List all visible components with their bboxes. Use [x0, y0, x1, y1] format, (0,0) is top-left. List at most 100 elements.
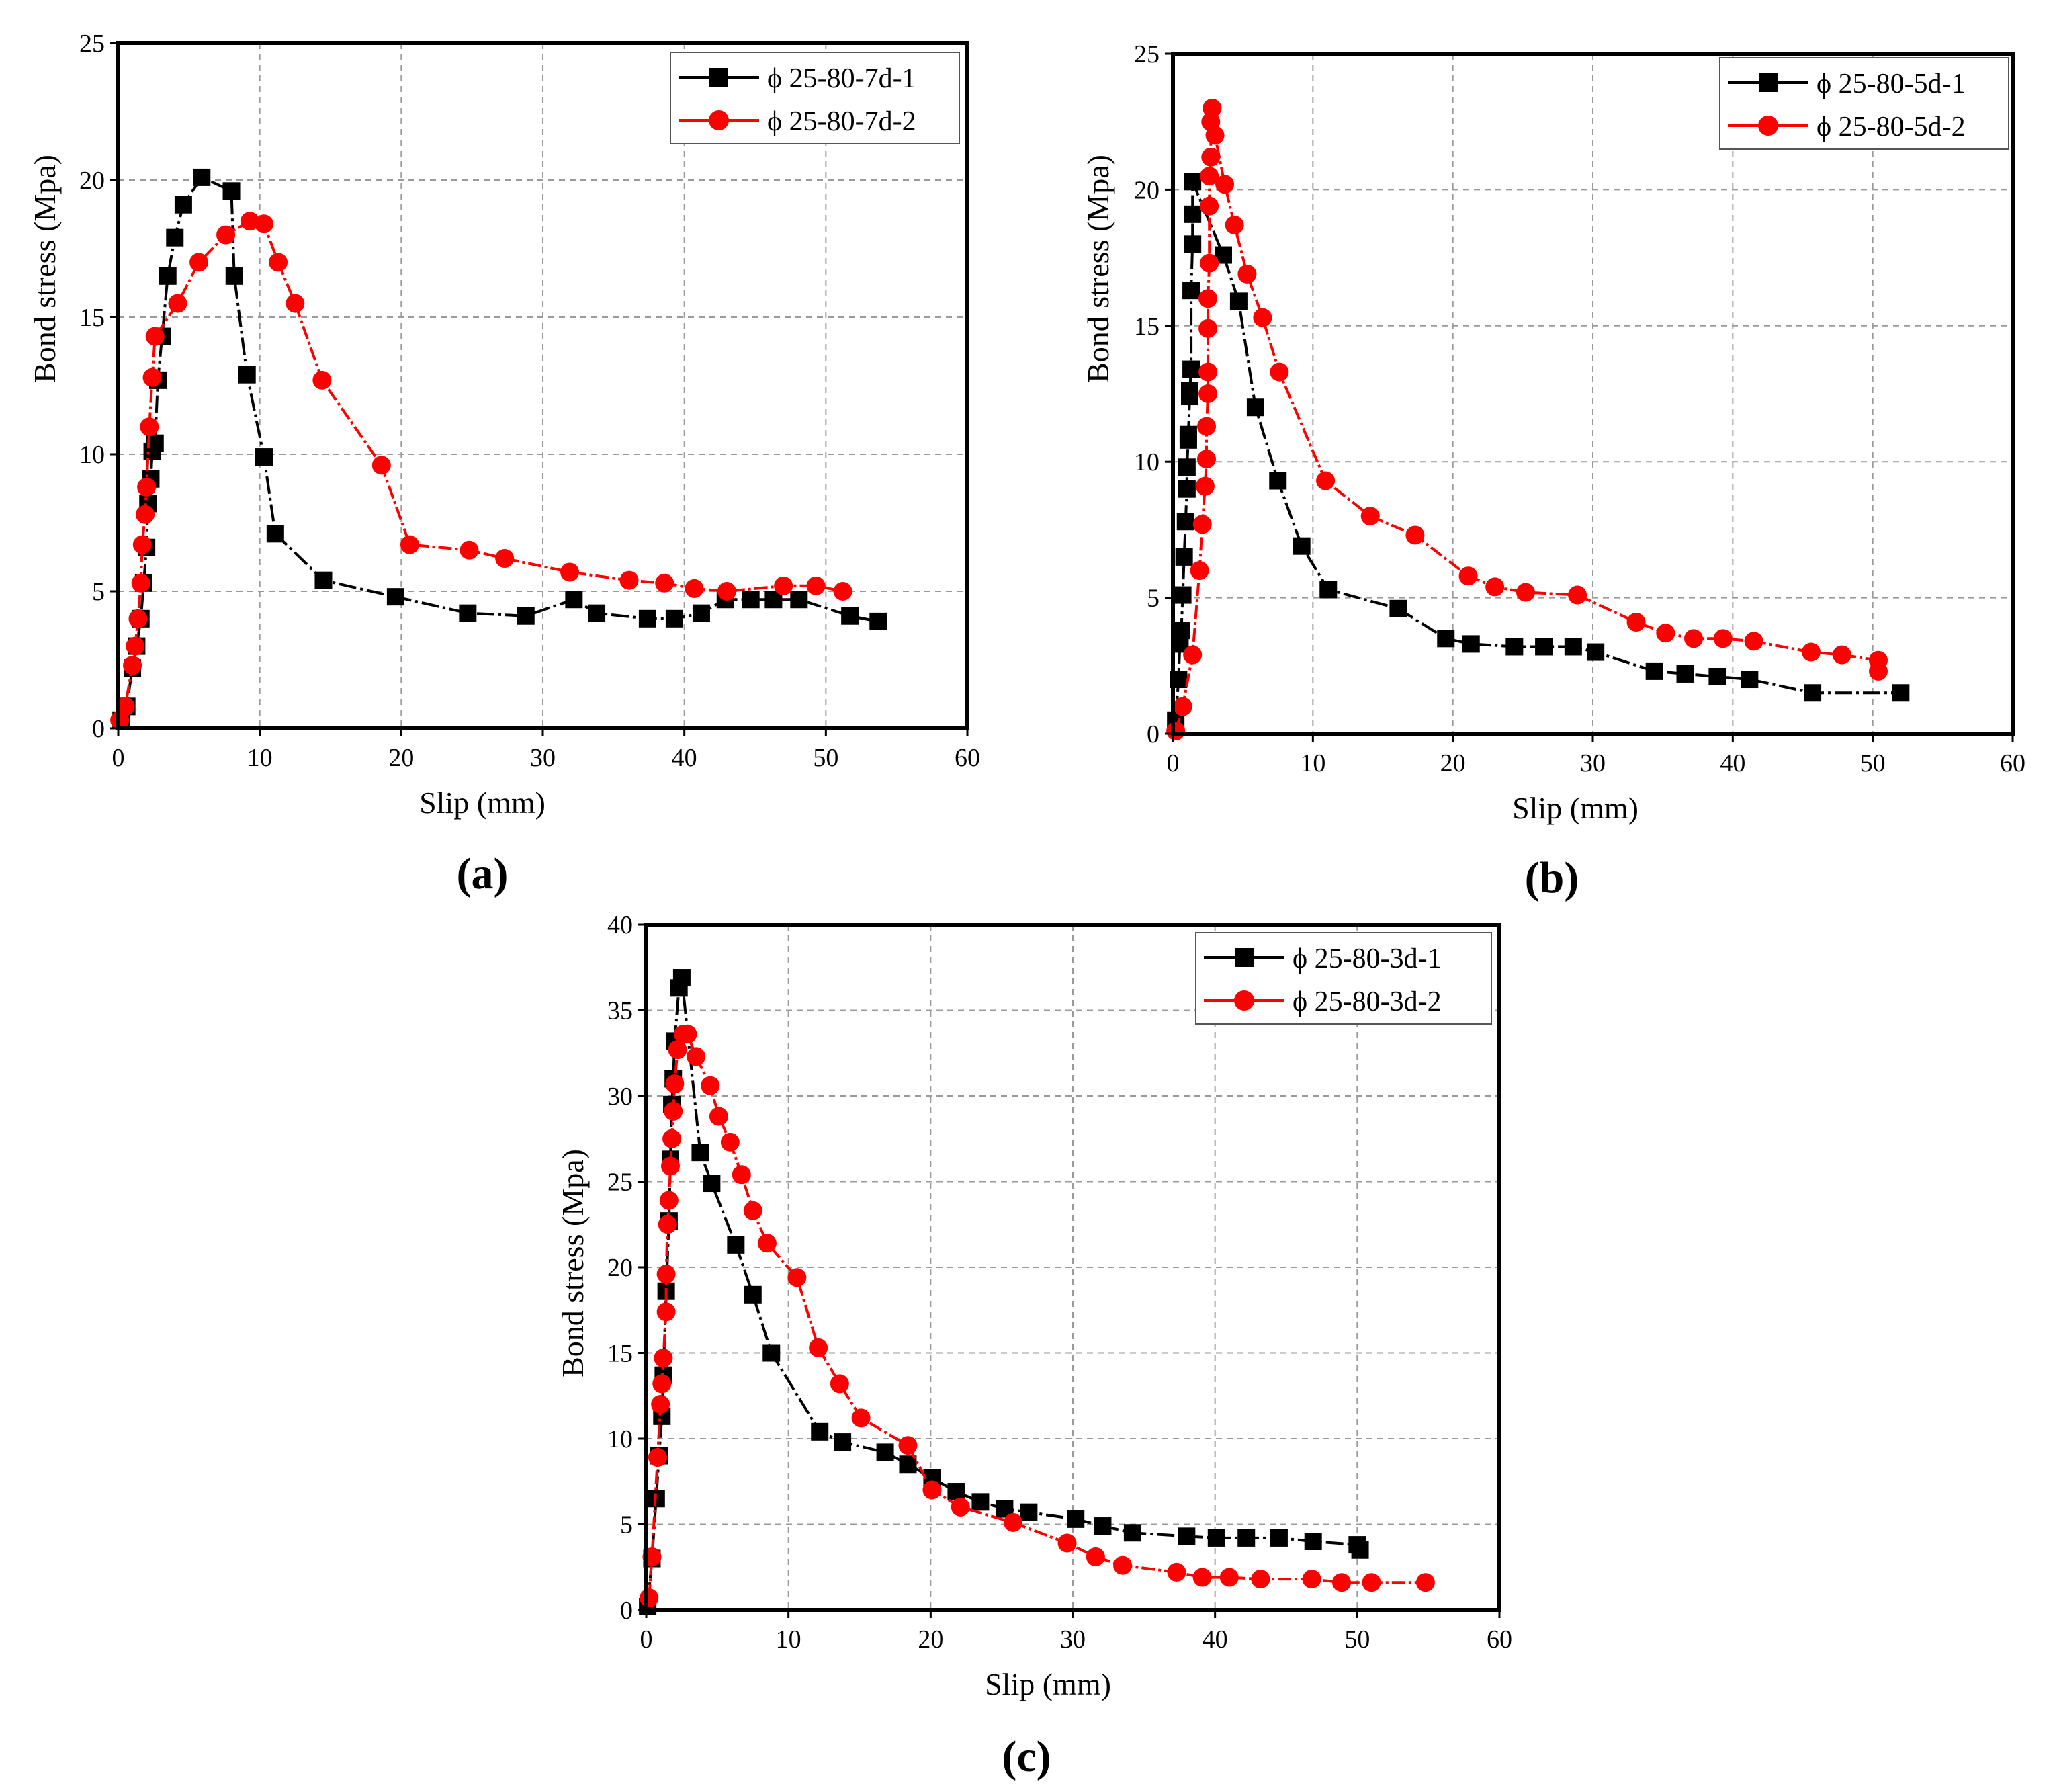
data-point — [790, 591, 808, 609]
x-tick-label: 50 — [1860, 749, 1886, 777]
x-tick-label: 40 — [672, 744, 697, 772]
data-point — [1219, 1568, 1239, 1587]
panel-a-legend-marker-1 — [709, 68, 728, 87]
panel-b-legend-label-1: ϕ 25-80-5d-1 — [1817, 69, 1966, 99]
data-point — [1332, 1573, 1352, 1592]
data-point — [1179, 425, 1197, 443]
panel-b-axes: 0 10 20 30 40 50 60 0 5 10 15 20 25 — [1134, 40, 2025, 777]
data-point — [123, 656, 142, 675]
data-point — [1351, 1541, 1369, 1559]
data-point — [1181, 382, 1198, 400]
panel-a-series-2-line — [118, 220, 844, 721]
data-point — [619, 570, 639, 590]
data-point — [116, 697, 135, 716]
y-tick-label: 25 — [1134, 40, 1160, 69]
data-point — [1176, 513, 1194, 531]
panel-c-legend: ϕ 25-80-3d-1 ϕ 25-80-3d-2 — [1195, 932, 1492, 1025]
data-point — [743, 1201, 762, 1220]
data-point — [1645, 662, 1663, 680]
y-tick-label: 20 — [1134, 176, 1160, 204]
data-point — [1057, 1533, 1077, 1553]
data-point — [1195, 476, 1215, 496]
data-point — [312, 370, 332, 390]
panel-c-legend-label-1: ϕ 25-80-3d-1 — [1293, 943, 1442, 974]
x-tick-label: 20 — [1440, 749, 1466, 777]
data-point — [386, 588, 404, 606]
panel-c-grid — [646, 925, 1499, 1610]
data-point — [1067, 1510, 1085, 1528]
panel-a-legend-label-2: ϕ 25-80-7d-2 — [767, 106, 916, 137]
data-point — [742, 591, 760, 609]
x-tick-label: 0 — [1167, 749, 1180, 777]
x-tick-label: 10 — [776, 1625, 801, 1654]
data-point — [1200, 196, 1219, 216]
data-point — [692, 604, 710, 622]
data-point — [1269, 472, 1287, 490]
data-point — [266, 525, 284, 543]
data-point — [1197, 450, 1216, 469]
data-point — [1192, 515, 1212, 534]
data-point — [744, 1285, 762, 1304]
y-tick-label: 15 — [607, 1340, 633, 1368]
data-point — [1832, 645, 1851, 665]
data-point — [126, 636, 145, 656]
data-point — [1184, 235, 1202, 253]
data-point — [145, 327, 165, 346]
data-point — [189, 253, 209, 272]
data-point — [1316, 471, 1336, 490]
data-point — [651, 1395, 670, 1414]
panel-b-grid — [1173, 54, 2013, 734]
data-point — [1389, 599, 1407, 617]
data-point — [1174, 586, 1192, 604]
data-point — [314, 571, 333, 589]
data-point — [1167, 1562, 1186, 1582]
data-point — [1293, 537, 1311, 555]
data-point — [1405, 525, 1425, 545]
data-point — [1172, 622, 1190, 640]
data-point — [128, 609, 148, 628]
y-tick-label: 5 — [92, 578, 105, 606]
panel-c-label: (c) — [1002, 1732, 1051, 1781]
data-point — [709, 1107, 728, 1126]
y-tick-label: 10 — [79, 441, 105, 469]
y-tick-label: 25 — [79, 30, 105, 58]
x-tick-label: 10 — [1300, 749, 1325, 777]
data-point — [1020, 1503, 1038, 1521]
data-point — [665, 609, 683, 628]
data-point — [1184, 205, 1202, 223]
data-point — [222, 182, 241, 200]
data-point — [1253, 308, 1272, 327]
data-point — [1198, 289, 1218, 308]
x-tick-label: 10 — [247, 744, 273, 772]
x-tick-label: 60 — [2000, 749, 2025, 777]
data-point — [876, 1443, 894, 1461]
data-point — [1182, 360, 1200, 378]
data-point — [1458, 566, 1478, 586]
data-point — [1626, 613, 1646, 632]
data-point — [851, 1408, 871, 1428]
y-tick-label: 40 — [607, 911, 633, 939]
panel-b-label: (b) — [1525, 853, 1579, 902]
x-tick-label: 30 — [1060, 1625, 1086, 1654]
data-point — [869, 612, 887, 630]
data-point — [1744, 632, 1763, 651]
data-point — [459, 604, 477, 622]
data-point — [654, 1349, 673, 1368]
data-point — [269, 253, 288, 272]
data-point — [1229, 292, 1248, 310]
y-tick-label: 35 — [607, 997, 633, 1025]
panel-a-label: (a) — [457, 849, 509, 898]
data-point — [1270, 362, 1289, 382]
data-point — [517, 607, 535, 625]
data-point — [652, 1374, 672, 1394]
data-point — [1684, 629, 1703, 648]
panel-c-legend-box — [1195, 932, 1492, 1025]
data-point — [254, 214, 273, 234]
panel-b-legend-label-2: ϕ 25-80-5d-2 — [1817, 112, 1966, 142]
panel-b-series-2-line — [1174, 108, 1880, 732]
data-point — [806, 576, 826, 595]
data-point — [1205, 126, 1225, 145]
data-point — [286, 294, 305, 313]
data-point — [1178, 480, 1196, 498]
